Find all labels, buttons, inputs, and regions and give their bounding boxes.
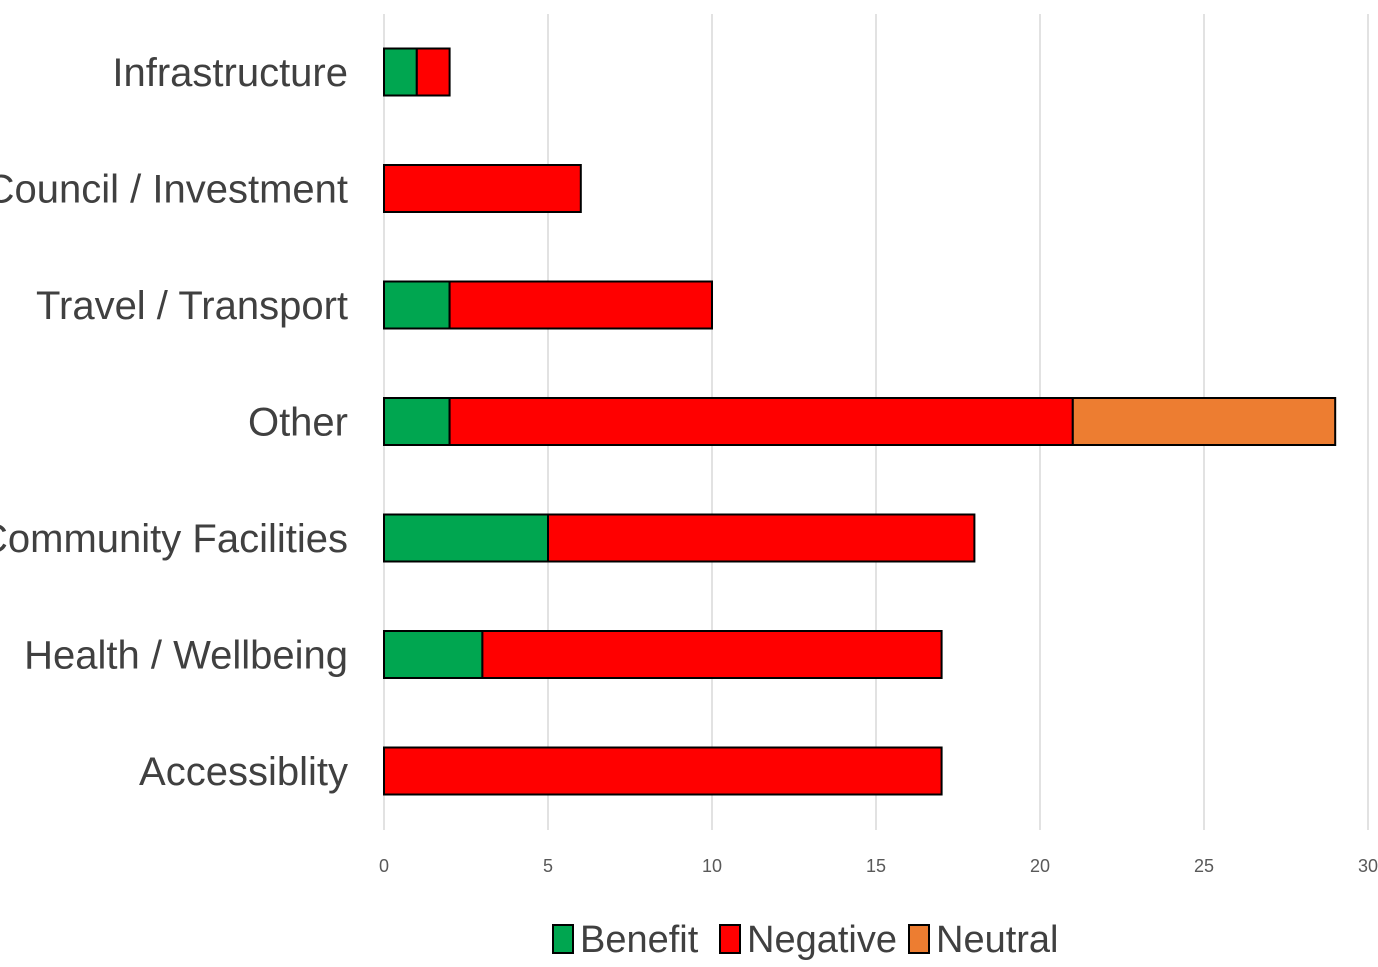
bars [383,47,1337,796]
category-label: Council / Investment [0,168,348,212]
x-tick-label: 0 [379,856,389,876]
legend-swatch-benefit [552,924,574,954]
bar-segment-benefit [383,47,418,97]
category-label: Health / Wellbeing [24,634,348,678]
category-labels: Infrastructure Council / Investment Travel… [0,51,348,794]
x-tick-label: 20 [1030,856,1050,876]
x-tick-label: 30 [1358,856,1378,876]
category-label: Infrastructure [112,51,348,95]
category-label: Travel / Transport [36,284,348,328]
category-label: Community Facilities [0,517,348,561]
category-label: Accessiblity [139,750,348,794]
bar-segment-negative [481,630,943,679]
bar-segment-neutral [1071,397,1337,446]
bar-segment-negative [415,47,451,97]
bar-segment-negative [448,280,713,330]
legend-swatch-neutral [908,924,930,954]
legend: Benefit Negative Neutral [552,919,1059,961]
x-axis-ticks: 0 5 10 15 20 25 30 [379,856,1378,876]
legend-label-negative: Negative [747,919,897,961]
bar-segment-benefit [383,513,549,563]
bar-segment-negative [383,164,582,213]
bar-segment-negative [547,513,976,563]
legend-label-neutral: Neutral [936,919,1059,961]
x-tick-label: 5 [543,856,553,876]
legend-label-benefit: Benefit [580,919,699,961]
bar-segment-benefit [383,630,484,679]
bar-segment-benefit [383,397,451,446]
x-tick-label: 25 [1194,856,1214,876]
legend-swatch-negative [719,924,741,954]
bar-segment-benefit [383,280,451,330]
x-tick-label: 10 [702,856,722,876]
category-label: Other [248,401,348,445]
bar-segment-negative [448,397,1074,446]
x-tick-label: 15 [866,856,886,876]
bar-segment-negative [383,746,943,796]
